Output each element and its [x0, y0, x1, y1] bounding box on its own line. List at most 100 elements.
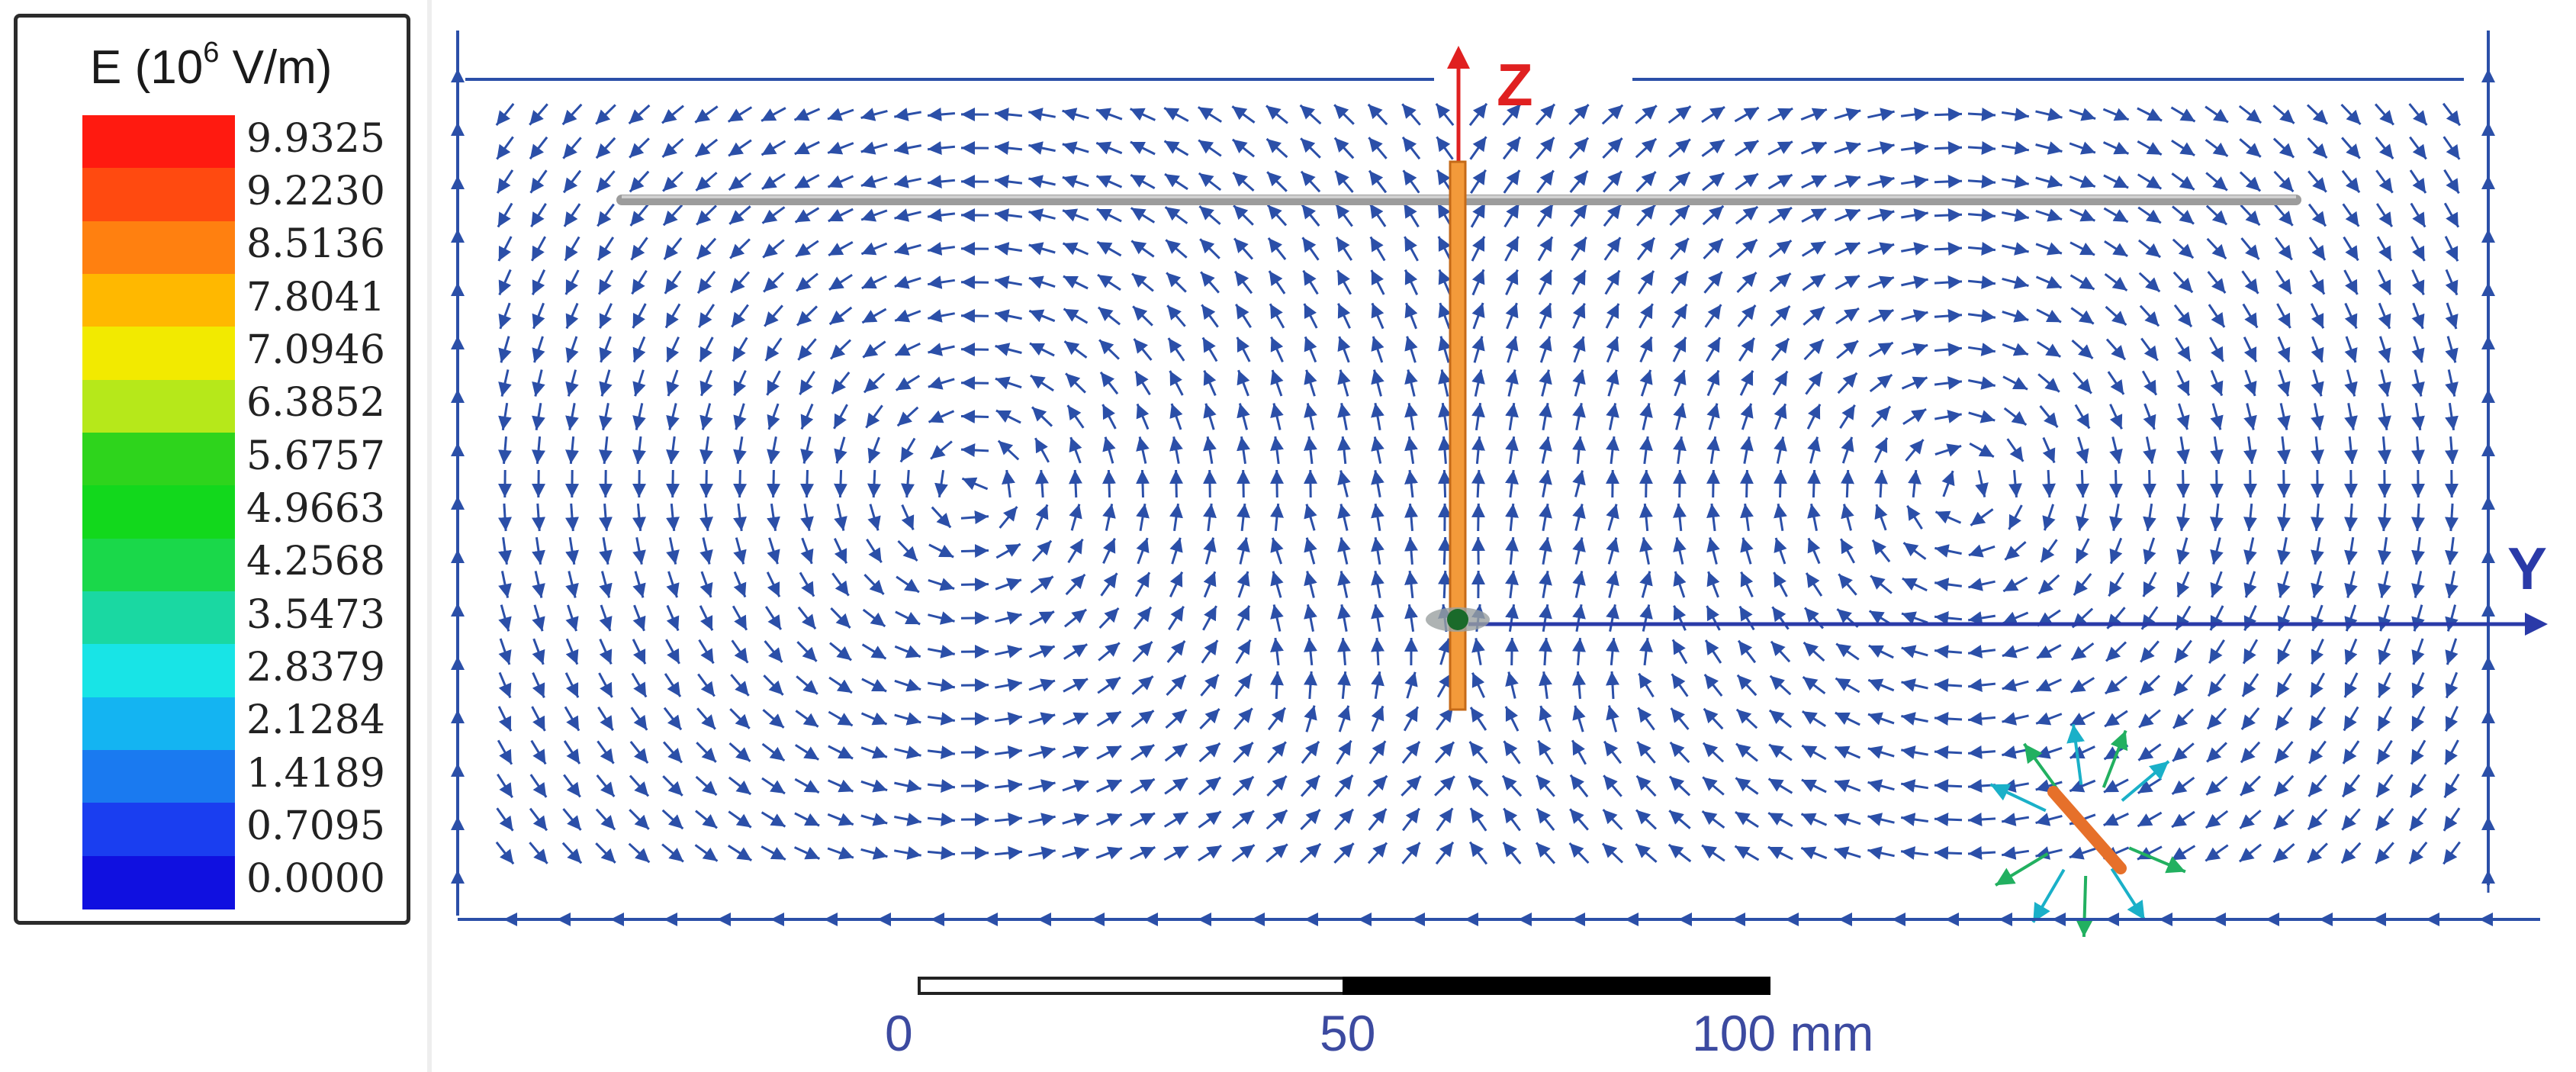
field-arrow	[666, 604, 680, 632]
field-arrow	[995, 542, 1021, 559]
field-arrow	[928, 611, 955, 625]
field-arrow	[497, 202, 513, 228]
field-arrow	[1130, 812, 1156, 827]
field-arrow	[1028, 208, 1056, 222]
field-arrow	[2105, 338, 2127, 361]
field-arrow	[1539, 504, 1552, 531]
field-arrow	[931, 506, 952, 529]
field-arrow	[2277, 571, 2291, 598]
field-arrow	[827, 141, 854, 155]
field-arrow	[2409, 169, 2427, 194]
field-arrow	[1266, 171, 1288, 192]
field-arrow	[767, 403, 780, 430]
field-arrow	[1774, 503, 1787, 532]
field-arrow	[1401, 740, 1421, 765]
field-arrow	[1671, 303, 1688, 329]
field-arrow	[2408, 103, 2428, 126]
field-arrow	[2243, 403, 2257, 430]
legend-tick-label: 6.3852	[246, 380, 385, 427]
field-arrow	[728, 205, 751, 225]
field-arrow	[861, 275, 887, 290]
field-arrow	[1834, 846, 1861, 860]
field-arrow	[827, 779, 854, 793]
field-arrow	[1740, 403, 1754, 430]
field-arrow	[1203, 369, 1217, 397]
field-arrow	[1233, 204, 1254, 226]
field-arrow	[2411, 369, 2425, 397]
field-arrow	[2378, 604, 2391, 632]
field-arrow	[794, 744, 820, 761]
field-arrow	[1706, 436, 1720, 465]
field-arrow	[1368, 808, 1388, 831]
field-arrow	[1800, 813, 1828, 826]
field-arrow	[895, 375, 921, 391]
field-arrow	[2035, 779, 2063, 793]
field-arrow	[2445, 571, 2459, 598]
field-arrow	[2042, 504, 2056, 531]
field-arrow	[1100, 572, 1118, 597]
field-arrow	[1539, 637, 1552, 666]
field-arrow	[1934, 443, 1962, 457]
field-arrow	[1867, 242, 1895, 256]
field-arrow	[1438, 302, 1452, 330]
field-arrow	[629, 774, 650, 797]
field-arrow	[1934, 275, 1963, 289]
field-arrow	[2411, 302, 2425, 330]
field-arrow	[928, 410, 955, 423]
field-arrow	[1134, 370, 1151, 396]
field-arrow	[1601, 842, 1624, 864]
field-arrow	[1438, 369, 1452, 397]
field-arrow	[2374, 103, 2395, 126]
field-arrow	[799, 571, 815, 597]
field-arrow	[1231, 138, 1256, 158]
field-arrow	[2102, 141, 2130, 155]
field-arrow	[2205, 844, 2229, 862]
field-arrow	[1163, 845, 1189, 861]
field-arrow	[764, 337, 783, 362]
field-arrow	[1505, 469, 1519, 498]
field-arrow	[498, 336, 512, 363]
field-arrow	[1404, 236, 1419, 262]
field-arrow	[1934, 175, 1963, 188]
field-arrow	[1028, 175, 1056, 188]
field-arrow	[1371, 436, 1384, 464]
field-arrow	[1337, 336, 1351, 363]
field-arrow	[532, 638, 545, 665]
field-arrow	[563, 740, 581, 765]
field-arrow	[697, 673, 716, 697]
field-arrow	[1336, 269, 1352, 295]
field-arrow	[2008, 469, 2022, 498]
field-arrow	[1028, 141, 1056, 155]
field-arrow	[632, 336, 646, 363]
field-arrow	[894, 813, 921, 826]
field-arrow	[1603, 203, 1622, 227]
field-arrow	[1102, 469, 1116, 498]
field-arrow	[532, 436, 545, 465]
field-arrow	[1370, 269, 1385, 295]
field-arrow	[1169, 503, 1183, 532]
field-arrow	[2143, 403, 2156, 430]
field-arrow	[1740, 436, 1754, 464]
field-arrow	[1471, 503, 1485, 532]
field-arrow	[2137, 140, 2163, 156]
field-arrow	[999, 506, 1018, 529]
field-arrow	[1268, 270, 1286, 295]
field-arrow	[2002, 611, 2029, 625]
field-arrow	[599, 369, 613, 397]
field-arrow	[2069, 141, 2096, 155]
field-arrow	[1901, 309, 1928, 323]
field-arrow	[2277, 503, 2291, 532]
field-arrow	[2137, 206, 2162, 224]
field-arrow	[1469, 807, 1487, 832]
field-arrow	[2209, 605, 2224, 631]
field-arrow	[2206, 707, 2227, 730]
field-arrow	[2002, 678, 2029, 692]
field-arrow	[1841, 436, 1854, 464]
field-arrow	[699, 336, 714, 362]
field-arrow	[829, 642, 852, 662]
field-arrow	[2445, 269, 2459, 296]
field-arrow	[1028, 309, 1056, 323]
field-arrow	[895, 610, 921, 626]
field-arrow	[2342, 740, 2360, 765]
field-arrow	[1201, 304, 1219, 328]
